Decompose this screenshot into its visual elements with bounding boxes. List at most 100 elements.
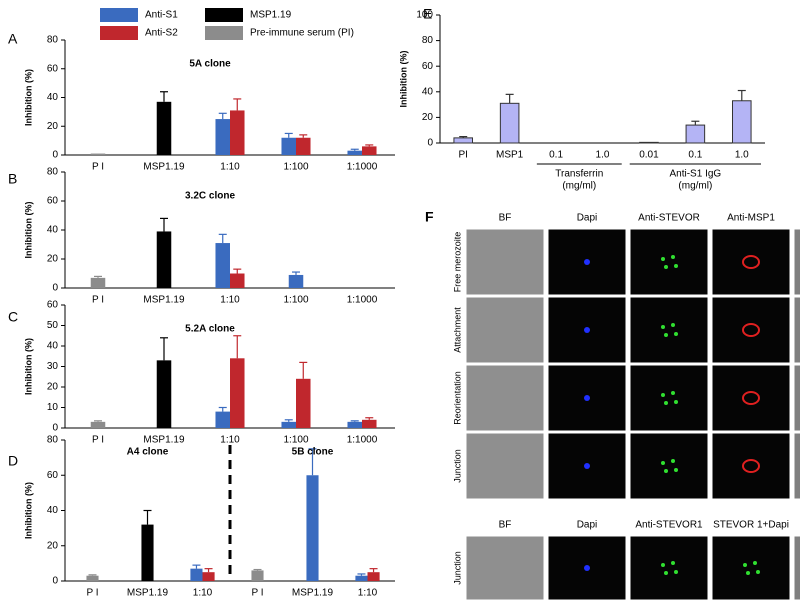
- y-tick-label: 0: [52, 150, 58, 161]
- signal: [671, 255, 675, 259]
- signal: [664, 333, 668, 337]
- signal: [661, 563, 665, 567]
- micrograph: [711, 364, 791, 432]
- bar: [215, 411, 230, 428]
- legend-label: Anti-S2: [145, 28, 178, 39]
- signal: [742, 391, 760, 405]
- signal: [661, 257, 665, 261]
- signal: [671, 391, 675, 395]
- y-tick-label: 0: [427, 138, 433, 149]
- row-label: Junction: [452, 551, 462, 585]
- x-tick-label: MSP1: [496, 150, 524, 161]
- legend-swatch: [205, 8, 243, 22]
- bar: [215, 119, 230, 155]
- micrograph: [629, 535, 709, 601]
- bar: [90, 153, 106, 155]
- x-tick-label: 1:1000: [347, 162, 378, 173]
- micrograph: [711, 432, 791, 500]
- y-tick-label: 60: [47, 63, 59, 74]
- micrograph: [711, 535, 791, 601]
- micrograph: [793, 535, 800, 601]
- micrograph: [793, 364, 800, 432]
- bar: [156, 231, 172, 288]
- signal: [671, 323, 675, 327]
- y-tick-label: 50: [47, 320, 59, 331]
- nucleus: [584, 565, 590, 571]
- y-axis-label: Inhibition (%): [23, 69, 33, 126]
- y-tick-label: 20: [422, 112, 434, 123]
- bar: [281, 137, 296, 155]
- micrograph: [465, 535, 545, 601]
- group-label: (mg/ml): [562, 181, 596, 192]
- bar: [202, 572, 215, 581]
- y-tick-label: 0: [52, 283, 58, 294]
- bar: [90, 421, 106, 428]
- panel-letter: E: [423, 6, 432, 22]
- bar: [156, 360, 172, 428]
- x-tick-label: 1:1000: [347, 435, 378, 446]
- x-tick-label: 1:10: [220, 435, 240, 446]
- chart-title: 5.2A clone: [185, 324, 235, 335]
- x-tick-label: 1:100: [283, 162, 308, 173]
- signal: [674, 468, 678, 472]
- row-label: Junction: [452, 449, 462, 483]
- x-tick-label: P I: [86, 588, 98, 599]
- bar: [86, 575, 99, 581]
- y-tick-label: 100: [416, 10, 433, 21]
- x-tick-label: 1:10: [220, 162, 240, 173]
- micrograph: [793, 228, 800, 296]
- chart-title: 3.2C clone: [185, 191, 235, 202]
- x-tick-label: 0.01: [639, 150, 659, 161]
- bar: [296, 137, 311, 155]
- x-tick-label: MSP1.19: [143, 162, 185, 173]
- x-tick-label: 1.0: [596, 150, 610, 161]
- micrograph: [711, 228, 791, 296]
- annotation: 5B clone: [292, 447, 334, 458]
- nucleus: [584, 463, 590, 469]
- nucleus: [584, 259, 590, 265]
- x-tick-label: P I: [92, 295, 104, 306]
- y-tick-label: 30: [47, 361, 59, 372]
- signal: [664, 401, 668, 405]
- y-axis-label: Inhibition (%): [23, 482, 33, 539]
- x-tick-label: 0.1: [688, 150, 702, 161]
- bar: [296, 378, 311, 428]
- y-axis-label: Inhibition (%): [23, 338, 33, 395]
- x-tick-label: MSP1.19: [143, 435, 185, 446]
- signal: [671, 561, 675, 565]
- x-tick-label: 0.1: [549, 150, 563, 161]
- y-tick-label: 60: [47, 300, 59, 311]
- x-tick-label: MSP1.19: [292, 588, 334, 599]
- column-header: BF: [499, 213, 512, 224]
- panel-letter: B: [8, 171, 17, 187]
- micrograph: [465, 364, 545, 432]
- group-label: Anti-S1 IgG: [670, 169, 722, 180]
- legend-swatch: [205, 26, 243, 40]
- legend-swatch: [100, 26, 138, 40]
- y-tick-label: 40: [47, 92, 59, 103]
- x-tick-label: 1:100: [283, 295, 308, 306]
- y-tick-label: 20: [47, 254, 59, 265]
- bar: [639, 141, 659, 144]
- signal: [743, 563, 747, 567]
- y-tick-label: 40: [47, 225, 59, 236]
- y-tick-label: 80: [47, 435, 59, 446]
- bar: [355, 575, 368, 581]
- bar: [453, 137, 473, 144]
- bar: [367, 572, 380, 581]
- bar: [685, 124, 706, 144]
- panel-letter: D: [8, 453, 18, 469]
- x-tick-label: 1:10: [193, 588, 213, 599]
- bar: [230, 273, 245, 288]
- signal: [661, 325, 665, 329]
- y-tick-label: 60: [47, 196, 59, 207]
- micrograph: [629, 228, 709, 296]
- micrograph: [629, 296, 709, 364]
- panel-letter: A: [8, 31, 18, 47]
- y-tick-label: 40: [47, 505, 59, 516]
- panel-letter: F: [425, 209, 434, 225]
- row-label: Free merozoite: [452, 232, 462, 293]
- signal: [674, 332, 678, 336]
- column-header: Anti-STEVOR1: [635, 520, 703, 531]
- bar: [306, 475, 319, 581]
